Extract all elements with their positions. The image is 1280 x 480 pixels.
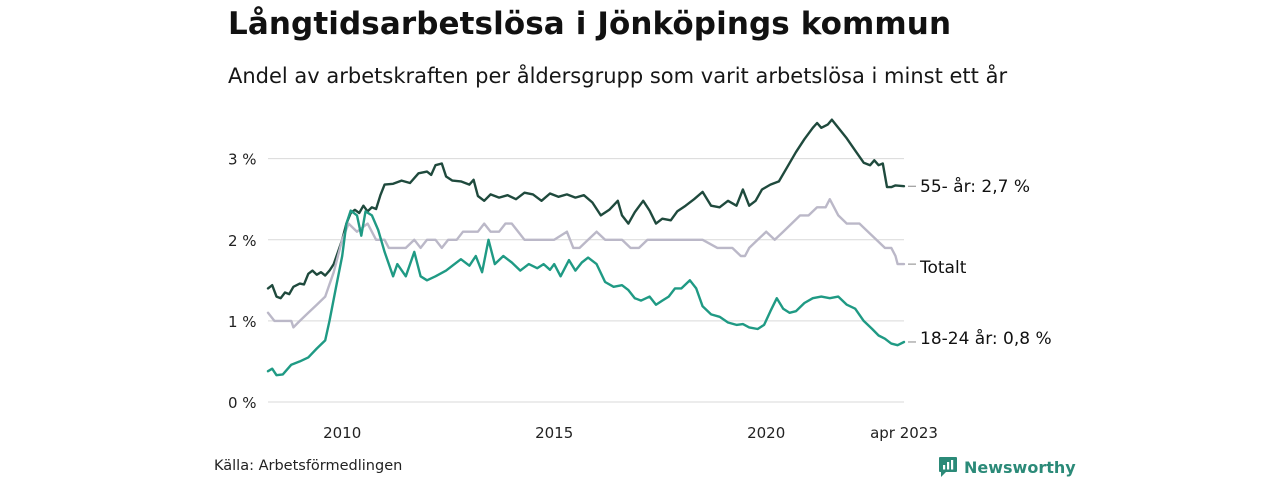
x-tick-label: 2020	[747, 424, 785, 442]
x-tick-label: 2015	[535, 424, 573, 442]
x-tick-label: apr 2023	[870, 424, 938, 442]
y-tick-label: 0 %	[228, 394, 257, 412]
y-axis-tick-labels: 0 % 1 % 2 % 3 %	[228, 151, 257, 412]
newsworthy-logo-icon	[939, 457, 957, 477]
brand-name: Newsworthy	[964, 457, 1076, 477]
series-end-label: 55- år: 2,7 %	[920, 176, 1030, 197]
x-axis-tick-labels: 2010 2015 2020 apr 2023	[323, 424, 938, 442]
series-lines	[266, 118, 906, 377]
series-line	[266, 198, 906, 329]
series-end-label: Totalt	[919, 258, 967, 278]
series-end-label: 18-24 år: 0,8 %	[920, 328, 1052, 349]
chart-subtitle: Andel av arbetskraften per åldersgrupp s…	[228, 64, 1008, 88]
chart-title: Långtidsarbetslösa i Jönköpings kommun	[228, 6, 952, 42]
source-note: Källa: Arbetsförmedlingen	[214, 458, 403, 474]
brand-logo: Newsworthy	[938, 456, 1076, 478]
x-tick-label: 2010	[323, 424, 361, 442]
y-tick-label: 3 %	[228, 151, 257, 169]
y-tick-label: 1 %	[228, 313, 257, 331]
series-line	[266, 209, 906, 377]
grid-lines	[268, 158, 904, 403]
y-tick-label: 2 %	[228, 232, 257, 250]
series-line	[266, 118, 906, 300]
series-end-labels: 55- år: 2,7 % Totalt 18-24 år: 0,8 %	[908, 176, 1052, 349]
